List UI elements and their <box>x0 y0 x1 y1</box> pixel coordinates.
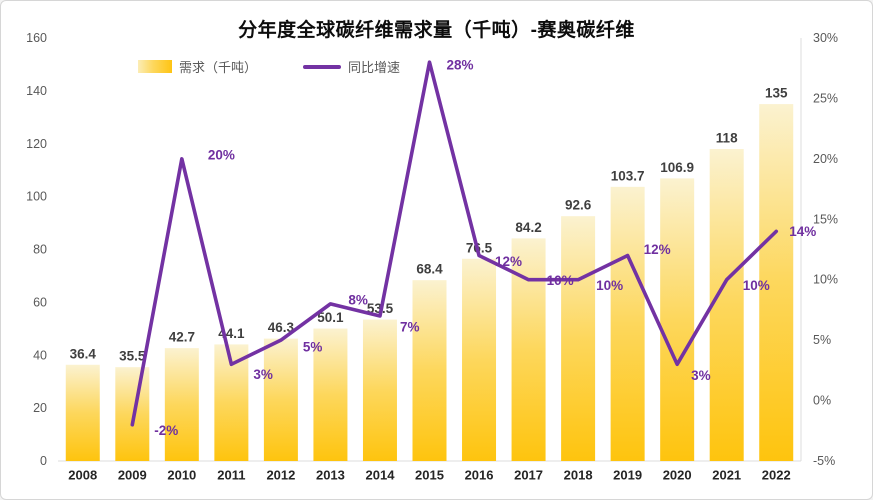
right-axis-tick: 30% <box>813 31 838 45</box>
x-axis-label: 2014 <box>366 468 396 483</box>
bar-value-label: 103.7 <box>611 168 645 183</box>
bar-series-swatch-icon <box>138 60 172 73</box>
bar-2010 <box>164 348 199 461</box>
x-axis-label: 2019 <box>613 468 642 483</box>
legend-item-demand: 需求（千吨） <box>138 57 257 76</box>
x-axis-label: 2010 <box>167 468 196 483</box>
legend: 需求（千吨） 同比增速 <box>138 57 400 76</box>
bar-value-label: 135 <box>765 86 788 101</box>
bar-value-label: 106.9 <box>660 160 694 175</box>
pct-label: 10% <box>743 278 770 293</box>
bar-2015 <box>412 280 447 461</box>
legend-label-growth: 同比增速 <box>348 60 401 75</box>
x-axis-label: 2011 <box>217 468 245 483</box>
bar-2020 <box>660 178 695 461</box>
bar-value-label: 84.2 <box>515 220 541 235</box>
left-axis-tick: 100 <box>26 190 47 204</box>
left-axis-tick: 120 <box>26 137 47 151</box>
x-axis-label: 2012 <box>266 468 295 483</box>
left-axis-tick: 160 <box>26 31 47 45</box>
bar-2014 <box>362 319 397 461</box>
bar-2009 <box>115 367 150 461</box>
left-axis-tick: 60 <box>33 295 47 309</box>
left-axis-tick: 40 <box>33 348 47 362</box>
pct-label: 5% <box>303 340 323 355</box>
growth-line <box>130 60 779 427</box>
right-axis-tick: 10% <box>813 273 838 287</box>
bar-value-label: 35.5 <box>119 349 146 364</box>
x-axis-label: 2017 <box>514 468 543 483</box>
legend-item-growth: 同比增速 <box>303 57 400 76</box>
pct-label: 14% <box>789 224 816 239</box>
pct-label: -2% <box>154 423 178 438</box>
bar-2012 <box>263 338 298 461</box>
legend-label-demand: 需求（千吨） <box>179 60 258 75</box>
x-axis-label: 2013 <box>316 468 345 483</box>
pct-label: 10% <box>547 273 574 288</box>
bar-value-label: 92.6 <box>565 198 592 213</box>
bar-2016 <box>462 258 497 461</box>
x-axis-label: 2015 <box>415 468 444 483</box>
left-axis-tick: 0 <box>40 454 47 468</box>
pct-label: 10% <box>596 278 623 293</box>
line-series-swatch-icon <box>303 64 342 69</box>
bar-value-label: 36.4 <box>70 346 97 361</box>
left-axis-tick: 80 <box>33 243 47 257</box>
pct-label: 12% <box>644 242 671 257</box>
x-axis-label: 2022 <box>762 468 791 483</box>
bar-value-label: 68.4 <box>416 262 443 277</box>
x-axis-label: 2020 <box>663 468 692 483</box>
pct-label: 3% <box>691 368 711 383</box>
bar-2019 <box>610 186 645 461</box>
bar-2017 <box>511 238 546 461</box>
pct-label: 3% <box>253 367 273 382</box>
pct-label: 8% <box>348 292 368 307</box>
chart-title: 分年度全球碳纤维需求量（千吨）-赛奥碳纤维 <box>238 20 635 41</box>
pct-label: 20% <box>208 147 235 162</box>
right-axis-tick: -5% <box>813 454 835 468</box>
x-axis-label: 2009 <box>118 468 147 483</box>
left-axis-tick: 20 <box>33 401 47 415</box>
bar-2008 <box>65 364 100 461</box>
bar-2021 <box>709 149 744 461</box>
bar-value-label: 76.5 <box>466 240 493 255</box>
x-axis-label: 2008 <box>68 468 97 483</box>
right-axis-tick: 5% <box>813 333 831 347</box>
pct-label: 7% <box>400 319 420 334</box>
bar-value-label: 118 <box>716 131 738 146</box>
bar-value-label: 46.3 <box>268 320 295 335</box>
bar-2022 <box>759 104 794 461</box>
pct-label: 28% <box>447 58 474 73</box>
x-axis-label: 2021 <box>712 468 741 483</box>
right-axis-tick: 25% <box>813 91 838 105</box>
right-axis-tick: 20% <box>813 152 838 166</box>
left-axis-tick: 140 <box>26 84 47 98</box>
bar-2013 <box>313 328 348 461</box>
x-axis-label: 2018 <box>564 468 593 483</box>
bar-2018 <box>561 216 596 461</box>
bar-value-label: 42.7 <box>169 330 195 345</box>
right-axis-tick: 0% <box>813 394 831 408</box>
right-axis-tick: 15% <box>813 212 838 226</box>
pct-label: 12% <box>495 254 522 269</box>
x-axis-label: 2016 <box>465 468 494 483</box>
bar-value-label: 50.1 <box>317 310 344 325</box>
